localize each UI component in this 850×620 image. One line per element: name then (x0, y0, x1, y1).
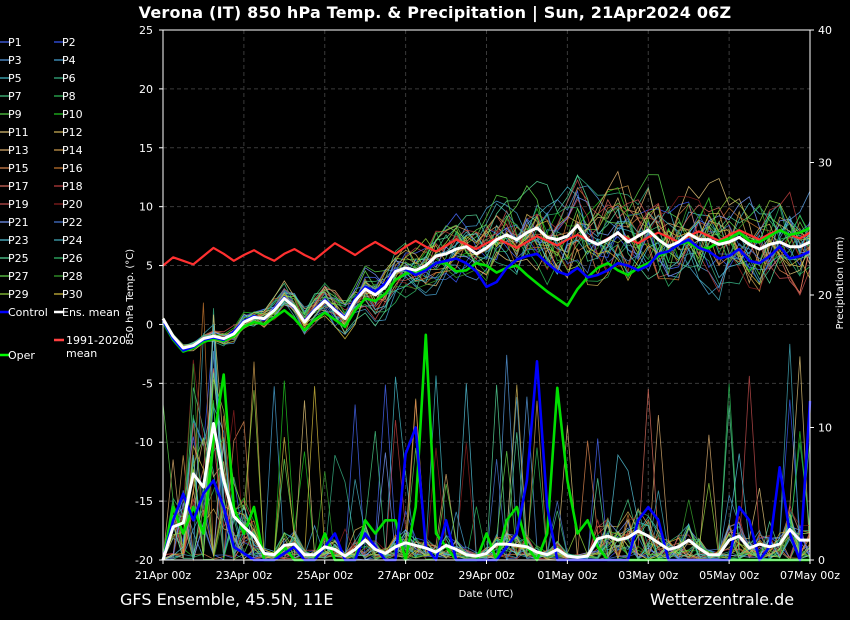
x-tick-label: 07May 00z (780, 569, 840, 582)
legend-label: Control (8, 306, 48, 319)
legend-label: P13 (8, 144, 29, 157)
y-tick-label: -15 (135, 495, 153, 508)
y-tick-label: -20 (135, 554, 153, 567)
legend-label: P2 (62, 36, 76, 49)
legend-label: Oper (8, 349, 35, 362)
chart-title: Verona (IT) 850 hPa Temp. & Precipitatio… (138, 3, 732, 22)
y2-tick-label: 40 (818, 24, 832, 37)
x-tick-label: 25Apr 00z (297, 569, 354, 582)
legend-label: P5 (8, 72, 22, 85)
legend-label: P14 (62, 144, 83, 157)
y2-tick-label: 20 (818, 289, 832, 302)
legend-label: P25 (8, 252, 29, 265)
legend-label: P15 (8, 162, 29, 175)
footer-site: Wetterzentrale.de (650, 590, 795, 609)
x-tick-label: 21Apr 00z (135, 569, 192, 582)
footer-model: GFS Ensemble, 45.5N, 11E (120, 590, 334, 609)
x-axis-label: Date (UTC) (459, 589, 514, 600)
legend-label: P22 (62, 216, 83, 229)
legend-label: P29 (8, 288, 29, 301)
legend-label: Ens. mean (62, 306, 120, 319)
y-tick-label: 0 (146, 318, 153, 331)
y-tick-label: 15 (139, 142, 153, 155)
legend-label: P24 (62, 234, 83, 247)
x-tick-label: 23Apr 00z (216, 569, 273, 582)
y-tick-label: 5 (146, 260, 153, 273)
x-tick-label: 29Apr 00z (458, 569, 515, 582)
series-ens-mean (161, 224, 811, 350)
legend-label: P26 (62, 252, 83, 265)
member-precip-line (162, 379, 811, 561)
x-tick-label: 27Apr 00z (377, 569, 434, 582)
member-temp-line (162, 186, 811, 349)
y-tick-label: -10 (135, 436, 153, 449)
y2-axis-label: Precipitation (mm) (835, 236, 846, 329)
legend-label: P8 (62, 90, 76, 103)
y2-tick-label: 0 (818, 554, 825, 567)
y2-tick-label: 30 (818, 157, 832, 170)
key-series (161, 224, 812, 562)
legend-label: 1991-2020 mean (66, 334, 126, 360)
x-tick-label: 01May 00z (537, 569, 597, 582)
member-temp-line (162, 200, 811, 351)
legend-label: P23 (8, 234, 29, 247)
legend-label: P9 (8, 108, 22, 121)
y-tick-label: 10 (139, 201, 153, 214)
member-temp-line (162, 203, 811, 346)
legend-label: P20 (62, 198, 83, 211)
series-1991-2020-mean (162, 229, 811, 267)
y-tick-label: 20 (139, 83, 153, 96)
legend-label: P6 (62, 72, 76, 85)
x-tick-label: 05May 00z (699, 569, 759, 582)
series-ens-mean-precip (161, 422, 810, 561)
legend-label: P7 (8, 90, 22, 103)
legend-label: P17 (8, 180, 29, 193)
legend-label: P27 (8, 270, 29, 283)
axis-ticks: 25 20 15 10 5 0 -5 -10 -15 -20 40 30 20 10 0 21Apr 00z 2… (135, 24, 840, 582)
x-tick-label: 03May 00z (618, 569, 678, 582)
legend-label: P4 (62, 54, 76, 67)
member-precip-line (162, 325, 811, 561)
y2-tick-label: 10 (818, 422, 832, 435)
legend-label: P1 (8, 36, 22, 49)
y-tick-label: -5 (142, 377, 153, 390)
member-temp-line (162, 185, 811, 348)
y-axis-label: 850 hPa Temp. (°C) (125, 249, 136, 345)
legend: P1 P2 P3 P4 P5 P6 P7 P8 P9 P10 P11 P12 P13 P14 P15 P16 P… (0, 36, 126, 362)
legend-label: P19 (8, 198, 29, 211)
legend-label: P3 (8, 54, 22, 67)
legend-label: P30 (62, 288, 83, 301)
legend-label: P10 (62, 108, 83, 121)
legend-label: P28 (62, 270, 83, 283)
legend-label: P12 (62, 126, 83, 139)
legend-label: P16 (62, 162, 83, 175)
member-temp-line (162, 197, 811, 351)
legend-label: P11 (8, 126, 29, 139)
member-temp-line (162, 187, 811, 350)
legend-label: P18 (62, 180, 83, 193)
legend-label: P21 (8, 216, 29, 229)
y-tick-label: 25 (139, 24, 153, 37)
